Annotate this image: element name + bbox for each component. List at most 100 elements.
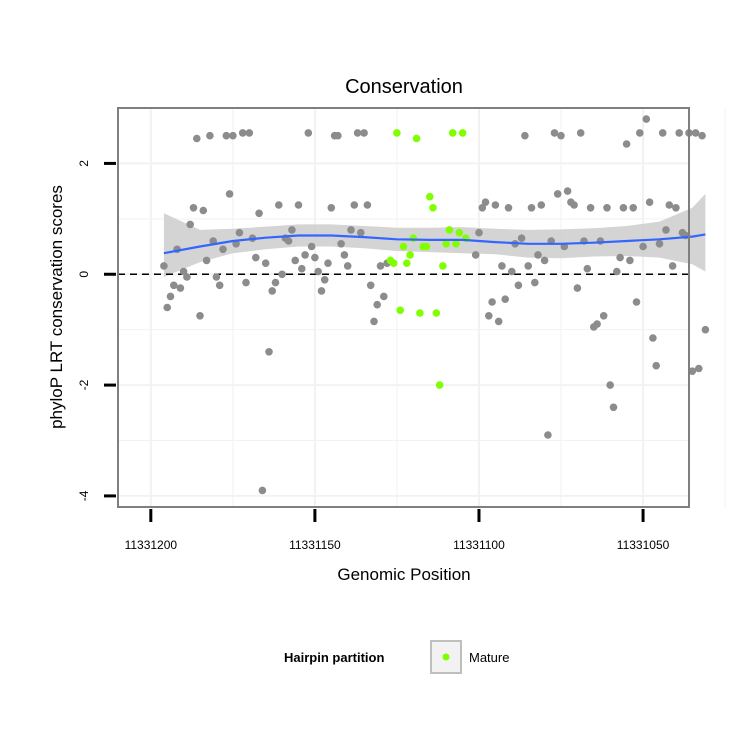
data-point <box>662 226 670 234</box>
legend: Hairpin partition Mature <box>284 640 509 674</box>
data-point <box>199 206 208 215</box>
data-point <box>524 262 532 270</box>
y-tick-label: -2 <box>77 379 91 390</box>
data-point <box>238 129 247 137</box>
data-point <box>340 251 349 259</box>
data-point <box>609 403 618 412</box>
smooth-confidence-band <box>163 193 706 277</box>
legend-key-mature-dot <box>442 653 450 661</box>
data-point <box>534 251 542 259</box>
data-point-mature <box>439 262 447 270</box>
plot-panel-border <box>117 107 690 508</box>
data-point-mature <box>426 192 434 201</box>
data-point <box>583 264 592 273</box>
data-point <box>629 204 637 212</box>
data-point <box>498 262 506 270</box>
data-point <box>311 253 319 262</box>
data-point <box>265 348 273 356</box>
data-point <box>521 131 529 140</box>
data-point <box>261 259 270 268</box>
data-point <box>357 228 365 237</box>
plot-panel-background <box>118 108 689 507</box>
data-point <box>639 242 647 251</box>
data-point-mature <box>452 240 460 248</box>
data-point <box>193 134 201 143</box>
data-point-mature <box>393 129 401 137</box>
data-point <box>268 287 277 295</box>
data-point <box>550 129 559 137</box>
data-point <box>527 204 536 212</box>
data-point-mature <box>432 309 441 317</box>
grid-lines <box>118 108 726 507</box>
data-point <box>668 262 677 270</box>
data-point-mature <box>399 242 408 251</box>
data-point <box>698 131 706 140</box>
data-point <box>186 220 194 229</box>
data-point <box>599 312 608 320</box>
data-point <box>619 204 628 212</box>
data-point <box>596 237 605 245</box>
data-point <box>343 262 352 270</box>
data-point <box>370 317 378 326</box>
data-point <box>363 201 372 209</box>
data-point <box>691 129 700 137</box>
data-point <box>196 312 204 320</box>
data-point <box>491 201 500 209</box>
y-tick-label: 2 <box>77 160 91 167</box>
data-point <box>514 281 523 290</box>
data-point <box>603 204 611 212</box>
data-point <box>508 267 516 276</box>
data-point <box>485 312 493 320</box>
data-point <box>366 281 375 290</box>
data-point <box>626 256 634 265</box>
data-point <box>642 115 651 123</box>
data-point <box>215 281 224 290</box>
data-point-mature <box>396 306 405 315</box>
data-point-mature <box>435 381 444 389</box>
data-point <box>665 201 674 209</box>
data-point <box>658 129 667 137</box>
data-point <box>284 237 293 245</box>
data-point-mature <box>458 129 467 137</box>
data-point <box>202 256 211 265</box>
data-point <box>494 317 503 326</box>
x-axis-label: Genomic Position <box>337 565 470 584</box>
data-point <box>278 270 286 279</box>
data-point <box>695 364 703 373</box>
data-point <box>166 292 175 301</box>
data-point <box>350 201 359 209</box>
data-point <box>475 228 483 237</box>
data-point <box>176 284 185 292</box>
data-point <box>688 367 697 376</box>
data-point <box>632 298 641 306</box>
data-point <box>553 190 562 198</box>
data-point <box>616 253 624 262</box>
data-point <box>245 129 254 137</box>
data-point <box>229 131 237 140</box>
data-point <box>645 198 654 206</box>
data-point <box>606 381 614 389</box>
data-point <box>701 325 710 334</box>
x-tick-label: 11331050 <box>617 538 670 552</box>
data-point <box>242 278 250 287</box>
data-point <box>652 361 660 370</box>
x-tick-label: 11331200 <box>125 538 178 552</box>
data-point <box>613 267 621 276</box>
data-point <box>672 204 680 212</box>
data-point <box>576 129 585 137</box>
data-point <box>537 201 546 209</box>
data-point <box>189 204 198 212</box>
axes: -4 -2 0 2 11331200 11331150 11331100 11331050 <box>77 160 670 552</box>
data-point-mature <box>448 129 457 137</box>
legend-label-mature: Mature <box>469 650 509 665</box>
data-point <box>252 253 260 262</box>
data-point-mature <box>442 240 451 248</box>
data-point-mature <box>389 259 398 268</box>
data-point <box>488 298 496 306</box>
data-point <box>212 273 221 281</box>
data-point <box>570 201 578 209</box>
legend-title: Hairpin partition <box>284 650 384 665</box>
data-point <box>675 129 683 137</box>
data-point-mature <box>409 234 418 242</box>
data-point <box>206 131 214 140</box>
